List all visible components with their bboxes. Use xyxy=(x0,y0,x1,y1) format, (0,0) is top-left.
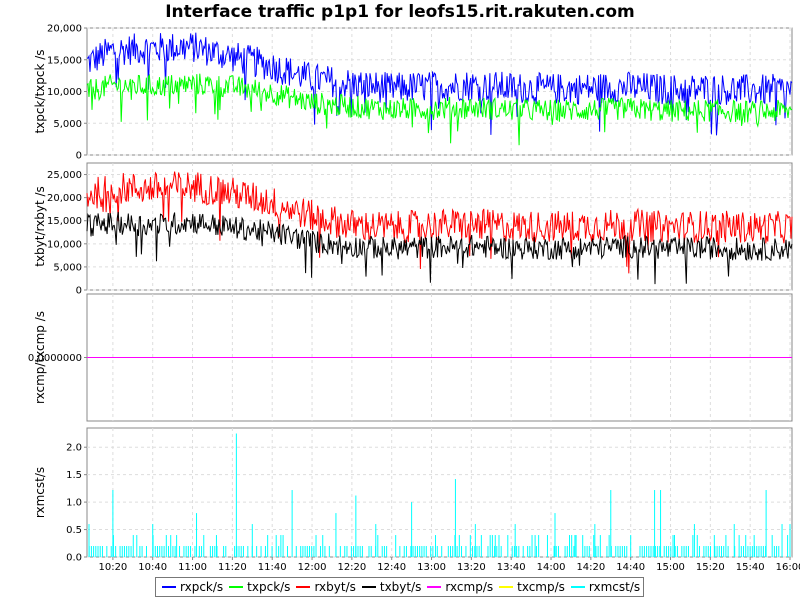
y-tick-label-3-2: 1.0 xyxy=(66,498,82,509)
y-axis-label-3: rxmcst/s xyxy=(33,467,47,518)
x-tick-label-1: 10:40 xyxy=(138,562,167,573)
x-tick-label-0: 10:20 xyxy=(98,562,127,573)
y-tick-label-1-2: 10,000 xyxy=(47,239,82,250)
x-tick-label-13: 14:40 xyxy=(616,562,645,573)
y-tick-label-0-0: 0 xyxy=(76,151,82,162)
legend-label-txpck: txpck/s xyxy=(247,580,291,594)
legend-swatch-txpck xyxy=(229,586,244,588)
x-tick-label-6: 12:20 xyxy=(337,562,366,573)
y-tick-label-1-4: 20,000 xyxy=(47,193,82,204)
y-tick-label-1-3: 15,000 xyxy=(47,216,82,227)
legend-label-rxbyt: rxbyt/s xyxy=(314,580,356,594)
legend-item-rxpck: rxpck/s xyxy=(162,580,223,594)
legend-item-rxmcst: rxmcst/s xyxy=(570,580,641,594)
y-tick-label-3-1: 0.5 xyxy=(66,525,82,536)
x-tick-label-12: 14:20 xyxy=(576,562,605,573)
y-tick-label-3-3: 1.5 xyxy=(66,470,82,481)
legend-label-rxmcst: rxmcst/s xyxy=(588,580,641,594)
legend: rxpck/s txpck/s rxbyt/s txbyt/s rxcmp/s … xyxy=(155,577,644,597)
y-tick-label-3-0: 0.0 xyxy=(66,553,82,564)
y-tick-label-0-2: 10,000 xyxy=(47,87,82,98)
x-tick-label-5: 12:00 xyxy=(298,562,327,573)
series-line-rxpcks xyxy=(86,32,793,136)
legend-item-rxbyt: rxbyt/s xyxy=(296,580,356,594)
chart-title: Interface traffic p1p1 for leofs15.rit.r… xyxy=(165,2,635,22)
series-line-rxbyts xyxy=(86,171,793,274)
y-axis-label-0: txpck/txpck /s xyxy=(33,49,47,133)
x-tick-label-11: 14:00 xyxy=(537,562,566,573)
x-tick-label-2: 11:00 xyxy=(178,562,207,573)
legend-swatch-rxbyt xyxy=(296,586,311,588)
x-tick-label-14: 15:00 xyxy=(656,562,685,573)
y-tick-label-1-5: 25,000 xyxy=(47,170,82,181)
legend-swatch-rxcmp xyxy=(427,586,442,588)
y-tick-label-1-0: 0 xyxy=(76,286,82,297)
x-tick-label-4: 11:40 xyxy=(258,562,287,573)
y-axis-label-1: txbyt/rxbyt /s xyxy=(33,186,47,267)
x-tick-label-17: 16:00 xyxy=(776,562,800,573)
legend-swatch-rxpck xyxy=(162,586,176,588)
series-line-txpcks xyxy=(86,73,793,146)
x-tick-label-10: 13:40 xyxy=(497,562,526,573)
y-tick-label-3-4: 2.0 xyxy=(66,443,82,454)
x-tick-label-7: 12:40 xyxy=(377,562,406,573)
y-tick-label-0-4: 20,000 xyxy=(47,24,82,35)
x-tick-label-15: 15:20 xyxy=(696,562,725,573)
x-tick-label-16: 15:40 xyxy=(736,562,765,573)
x-tick-label-3: 11:20 xyxy=(218,562,247,573)
y-tick-label-0-3: 15,000 xyxy=(47,55,82,66)
x-tick-label-8: 13:00 xyxy=(417,562,446,573)
legend-swatch-rxmcst xyxy=(570,586,585,588)
legend-item-txcmp: txcmp/s xyxy=(499,580,565,594)
legend-item-txbyt: txbyt/s xyxy=(361,580,422,594)
legend-item-rxcmp: rxcmp/s xyxy=(427,580,493,594)
y-tick-label-0-1: 5,000 xyxy=(53,119,82,130)
legend-swatch-txbyt xyxy=(361,586,376,588)
y-axis-label-2: rxcmp/txcmp /s xyxy=(33,311,47,404)
x-tick-label-9: 13:20 xyxy=(457,562,486,573)
y-tick-label-2-0: 0.0000000 xyxy=(28,353,82,364)
y-tick-label-1-1: 5,000 xyxy=(53,262,82,273)
legend-item-txpck: txpck/s xyxy=(229,580,290,594)
legend-swatch-txcmp xyxy=(499,586,514,588)
legend-label-rxpck: rxpck/s xyxy=(180,580,224,594)
series-line-txbyts xyxy=(86,211,793,285)
legend-label-txcmp: txcmp/s xyxy=(517,580,565,594)
legend-label-rxcmp: rxcmp/s xyxy=(445,580,494,594)
legend-label-txbyt: txbyt/s xyxy=(379,580,422,594)
